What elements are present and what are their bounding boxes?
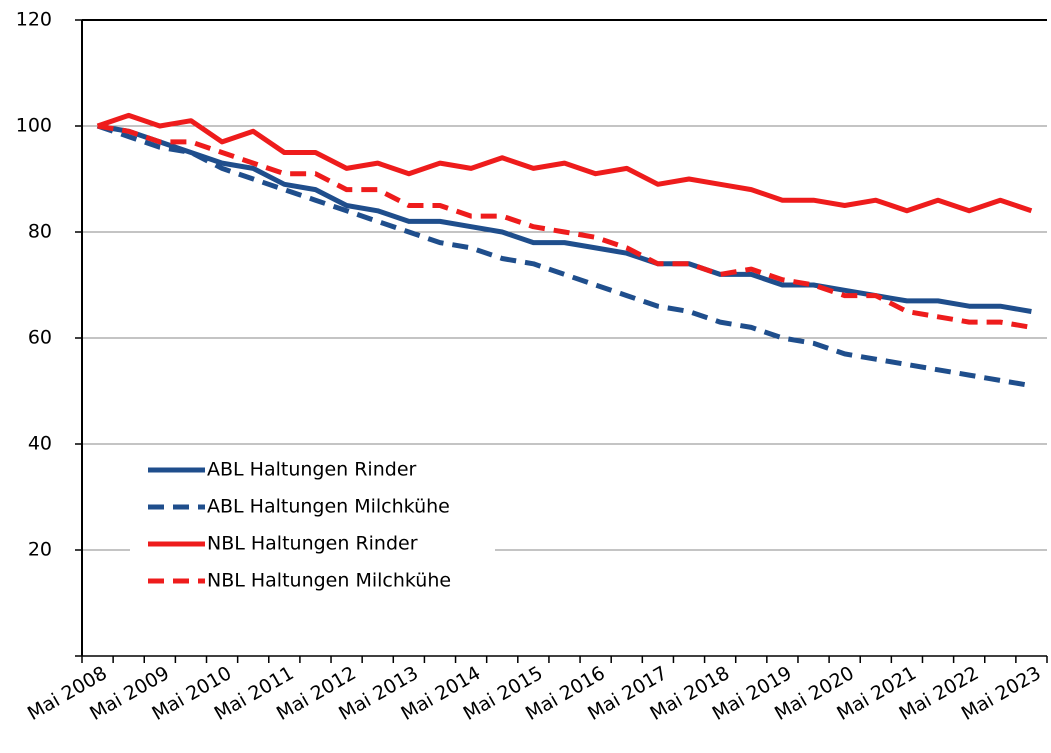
y-tick-label: 20 (28, 539, 52, 561)
y-tick-label: 40 (28, 433, 52, 455)
y-tick-label: 60 (28, 327, 52, 349)
data-line (96, 123, 1032, 389)
legend-label: NBL Haltungen Rinder (207, 533, 418, 555)
data-line (97, 123, 1032, 330)
legend-label: ABL Haltungen Milchkühe (207, 496, 450, 518)
data-line (96, 112, 1033, 214)
y-tick-label: 120 (16, 9, 52, 31)
y-tick-label: 100 (16, 115, 52, 137)
data-line (97, 123, 1032, 314)
y-tick-label: 80 (28, 221, 52, 243)
legend-background (130, 452, 495, 610)
legend-label: ABL Haltungen Rinder (207, 459, 417, 481)
legend-label: NBL Haltungen Milchkühe (207, 570, 451, 592)
